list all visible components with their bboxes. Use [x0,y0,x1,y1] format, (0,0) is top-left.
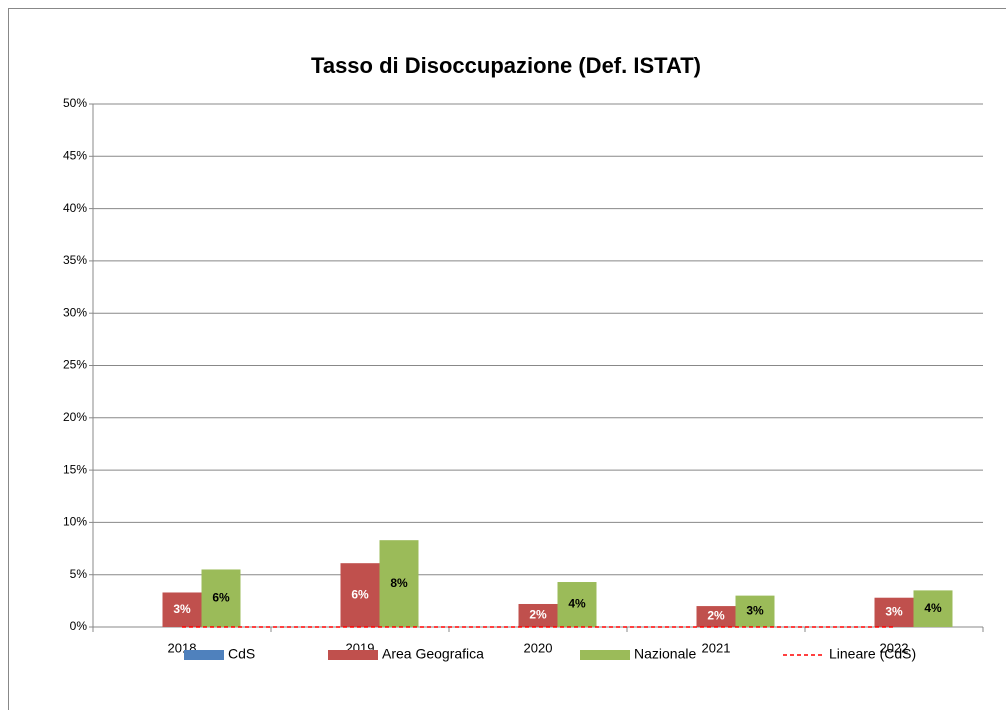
bar [913,590,953,627]
y-tick-label: 30% [63,305,87,319]
legend-swatch [328,650,378,660]
bar [557,582,597,627]
legend-swatch [580,650,630,660]
legend-label: Area Geografica [382,646,484,662]
chart-title: Tasso di Disoccupazione (Def. ISTAT) [311,53,701,78]
y-tick-label: 15% [63,462,87,476]
x-tick-label: 2021 [702,640,731,655]
x-tick-label: 2022 [880,640,909,655]
value-label: 2% [529,608,547,622]
y-tick-label: 5% [70,567,88,581]
bar [379,540,419,627]
value-label: 4% [568,597,586,611]
x-tick-label: 2020 [524,640,553,655]
value-label: 3% [885,605,903,619]
chart-border [8,8,1006,710]
bar [696,606,736,627]
value-label: 6% [212,590,230,604]
legend-label: Nazionale [634,646,696,662]
value-label: 3% [173,602,191,616]
value-label: 8% [390,576,408,590]
y-tick-label: 35% [63,253,87,267]
legend-label: CdS [228,646,255,662]
bar [162,592,202,627]
value-label: 2% [707,609,725,623]
y-tick-label: 25% [63,358,87,372]
value-label: 3% [746,603,764,617]
legend-swatch [184,650,224,660]
y-tick-label: 20% [63,410,87,424]
bar [735,595,775,627]
y-tick-label: 45% [63,148,87,162]
bar [874,597,914,627]
bar [518,603,558,627]
value-label: 6% [351,587,369,601]
legend-label: Lineare (CdS) [829,646,916,662]
bar [201,569,241,627]
y-tick-label: 50% [63,96,87,110]
y-tick-label: 10% [63,515,87,529]
value-label: 4% [924,601,942,615]
y-tick-label: 40% [63,201,87,215]
bar [340,563,380,627]
y-tick-label: 0% [70,619,88,633]
